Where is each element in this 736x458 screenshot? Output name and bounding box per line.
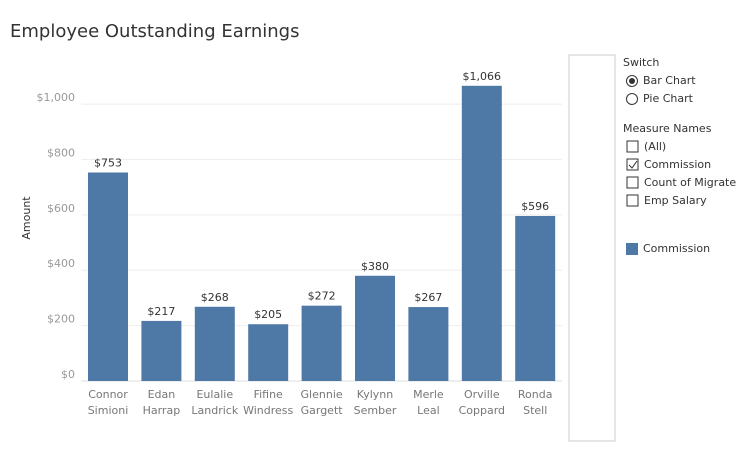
x-tick-label: Kylynn Sember [354, 388, 397, 417]
checkbox-label[interactable]: (All) [644, 140, 666, 153]
bar [88, 172, 128, 381]
filter-panel [568, 54, 616, 442]
radio[interactable] [626, 93, 638, 105]
checkbox[interactable] [626, 140, 639, 153]
data-label: $380 [361, 260, 389, 273]
x-tick-label: Eulalie Landrick [191, 388, 238, 417]
radio-dot [629, 78, 635, 84]
bar [141, 320, 182, 381]
x-tick-label: Orville Coppard [459, 388, 505, 417]
data-label: $217 [147, 305, 175, 318]
bar [301, 305, 342, 381]
x-tick-label: Fifine Windress [243, 388, 293, 417]
x-tick-label: Ronda Stell [518, 388, 553, 417]
radio-label[interactable]: Bar Chart [643, 74, 696, 87]
data-label: $267 [414, 291, 442, 304]
checkbox[interactable] [626, 176, 639, 189]
y-axis-label: Amount [20, 196, 33, 240]
bar [194, 306, 235, 381]
bar [408, 307, 449, 381]
y-tick-label: $1,000 [37, 91, 76, 104]
checkbox[interactable] [626, 158, 639, 171]
y-tick-label: $400 [47, 257, 75, 270]
x-tick-label: Connor Simioni [88, 388, 129, 417]
data-label: $1,066 [463, 70, 502, 83]
x-tick-label: Merle Leal [413, 388, 444, 417]
y-tick-label: $600 [47, 202, 75, 215]
data-label: $596 [521, 200, 549, 213]
y-tick-label: $200 [47, 313, 75, 326]
x-tick-label: Glennie Gargett [301, 388, 344, 417]
bar [355, 275, 395, 381]
bar [248, 324, 289, 381]
data-label: $753 [94, 156, 122, 169]
data-label: $272 [308, 290, 336, 303]
checkbox[interactable] [626, 194, 639, 207]
radio-label[interactable]: Pie Chart [643, 92, 694, 105]
bar [515, 215, 556, 381]
y-tick-label: $800 [47, 146, 75, 159]
checkbox-label[interactable]: Emp Salary [644, 194, 707, 207]
checkbox-label[interactable]: Count of Migrated [644, 176, 736, 189]
legend-label: Commission [643, 242, 710, 255]
measure-names-title: Measure Names [623, 122, 712, 135]
legend-swatch [626, 243, 638, 255]
checkmark [628, 160, 638, 169]
switch-title: Switch [623, 56, 659, 69]
checkbox-label[interactable]: Commission [644, 158, 711, 171]
chart-title: Employee Outstanding Earnings [10, 21, 299, 42]
data-label: $268 [201, 291, 229, 304]
data-label: $205 [254, 308, 282, 321]
bar [461, 85, 502, 382]
x-tick-label: Edan Harrap [143, 388, 181, 417]
y-tick-label: $0 [61, 368, 75, 381]
